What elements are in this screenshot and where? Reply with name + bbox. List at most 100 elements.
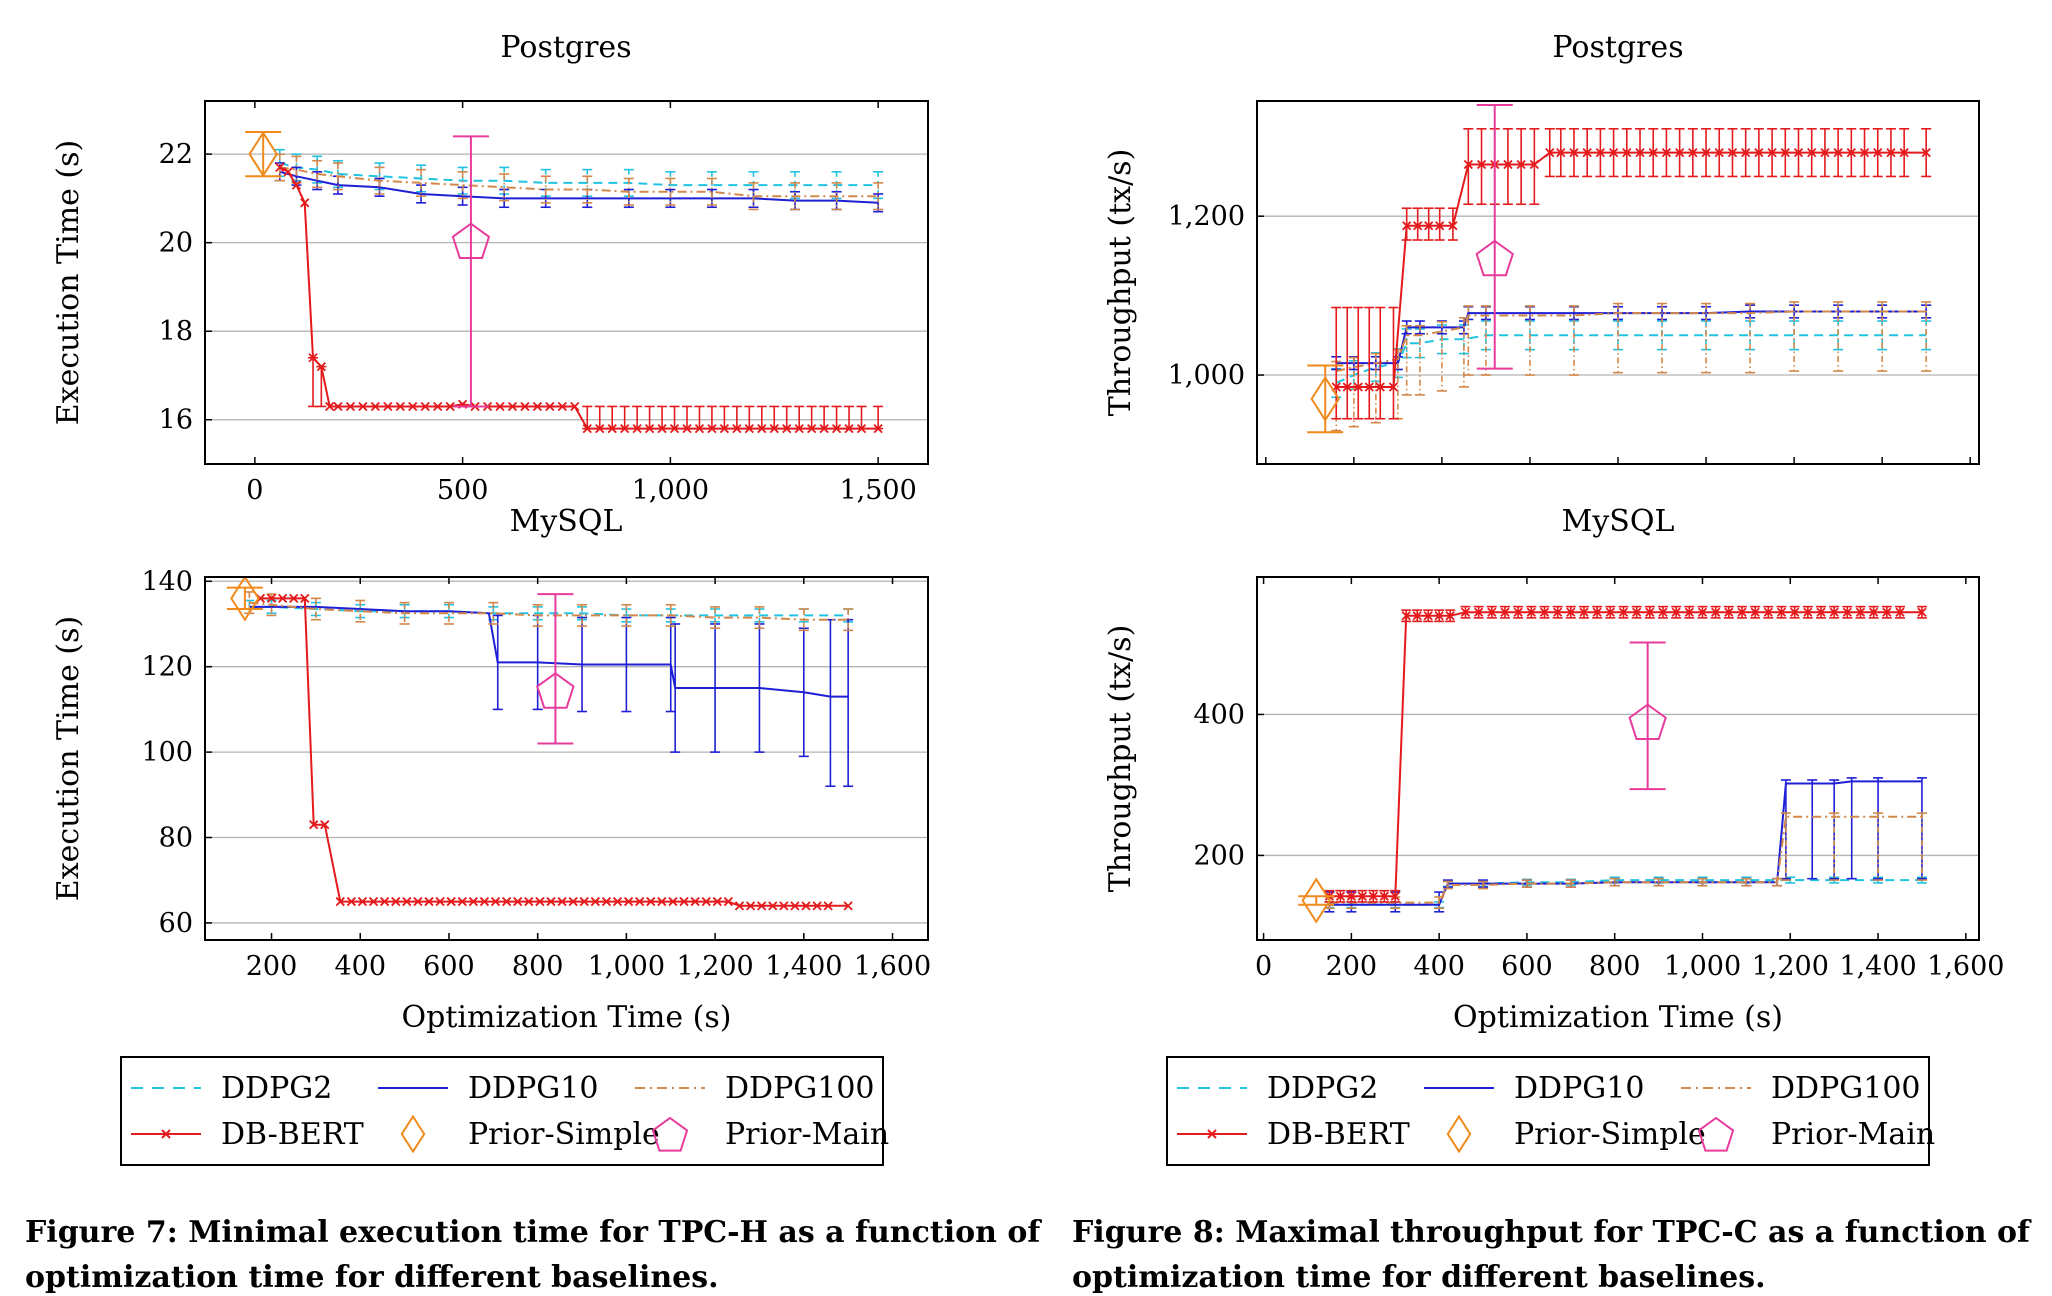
series-prior-main bbox=[536, 593, 575, 745]
legend-frame bbox=[1166, 1056, 1930, 1166]
pentagon-marker bbox=[536, 672, 575, 709]
data-point bbox=[357, 896, 368, 907]
series-line bbox=[279, 162, 879, 187]
legend-label: Prior-Simple bbox=[1514, 1117, 1706, 1152]
data-point bbox=[1592, 607, 1602, 617]
pentagon-marker bbox=[451, 222, 491, 259]
data-point bbox=[1724, 607, 1734, 617]
data-point bbox=[1448, 221, 1458, 231]
data-point bbox=[1921, 147, 1931, 158]
data-point bbox=[1767, 147, 1777, 158]
series-line bbox=[1329, 780, 1922, 906]
series-prior-main bbox=[451, 135, 491, 408]
figure7-caption-line2: optimization time for different baseline… bbox=[25, 1260, 719, 1295]
data-point bbox=[545, 401, 555, 412]
data-point bbox=[1526, 607, 1536, 617]
data-point bbox=[794, 423, 804, 434]
data-point bbox=[1776, 607, 1787, 617]
data-point bbox=[1539, 607, 1550, 617]
data-point bbox=[757, 423, 767, 434]
data-point bbox=[1882, 607, 1892, 617]
data-point bbox=[1474, 607, 1484, 617]
y-axis-label: Execution Time (s) bbox=[51, 140, 86, 425]
data-point bbox=[532, 401, 543, 412]
y-tick-label: 120 bbox=[141, 652, 193, 683]
data-point bbox=[1807, 147, 1817, 158]
x-tick-label: 500 bbox=[437, 475, 489, 506]
y-tick-label: 20 bbox=[159, 228, 193, 259]
plot-frame bbox=[1256, 576, 1980, 941]
legend-label: DB-BERT bbox=[1267, 1117, 1410, 1152]
plots-layer: Postgres 16 18 20 22 0 500 1,000 1,500 Execution … bbox=[51, 30, 2004, 1035]
data-point bbox=[1500, 607, 1510, 617]
plot-frame bbox=[204, 576, 929, 941]
series-db-bert bbox=[275, 162, 884, 434]
data-point bbox=[1855, 607, 1866, 617]
series-prior-main bbox=[1475, 103, 1514, 370]
data-point bbox=[1401, 611, 1411, 621]
data-point bbox=[535, 896, 545, 907]
legend-item-ddpg2: DDPG2 bbox=[1177, 1071, 1378, 1106]
data-point bbox=[1618, 607, 1629, 617]
data-point bbox=[1737, 607, 1747, 617]
data-point bbox=[1750, 607, 1760, 617]
x-axis-label: Optimization Time (s) bbox=[402, 1000, 732, 1035]
data-point bbox=[435, 896, 445, 907]
data-point bbox=[1445, 611, 1455, 621]
data-point bbox=[424, 896, 434, 907]
data-point bbox=[1434, 611, 1444, 621]
data-point bbox=[1780, 147, 1790, 158]
y-tick-label: 22 bbox=[159, 139, 193, 170]
legend-items: DDPG2 DDPG10 DDPG100 DB-BERT Prior-Simple Pri… bbox=[1177, 1071, 1935, 1154]
legend-items: DDPG2 DDPG10 DDPG100 DB-BERT Prior-Simple Pri… bbox=[131, 1071, 889, 1154]
data-point bbox=[490, 896, 501, 907]
data-point bbox=[1645, 607, 1655, 617]
data-point bbox=[1346, 891, 1356, 901]
data-point bbox=[1697, 607, 1708, 617]
data-point bbox=[300, 593, 310, 603]
data-point bbox=[1741, 147, 1751, 158]
y-tick-label: 400 bbox=[1193, 699, 1245, 730]
data-point bbox=[1671, 607, 1681, 617]
pentagon-marker bbox=[1475, 239, 1514, 277]
data-point bbox=[657, 896, 667, 907]
y-tick-label: 1,200 bbox=[1168, 201, 1245, 232]
legend-diamond bbox=[1446, 1114, 1472, 1154]
pentagon-marker bbox=[1628, 703, 1667, 740]
data-point bbox=[601, 896, 612, 907]
chart-title: Postgres bbox=[500, 30, 631, 65]
legend-label: DDPG100 bbox=[725, 1071, 875, 1106]
data-point bbox=[479, 896, 490, 907]
plot-area bbox=[1298, 605, 1927, 924]
plot-frame bbox=[204, 100, 929, 465]
data-point bbox=[632, 423, 642, 434]
data-point bbox=[1754, 147, 1764, 158]
data-point bbox=[1435, 221, 1445, 231]
data-point bbox=[1402, 221, 1412, 231]
series-prior-simple bbox=[226, 577, 263, 622]
chart-tpcc-postgres: Postgres 1,000 1,200 Throughput (tx/s) bbox=[1103, 30, 1980, 465]
data-point bbox=[289, 593, 299, 603]
legend-item-prior-simple: Prior-Simple bbox=[400, 1114, 660, 1154]
data-point bbox=[420, 401, 430, 412]
data-point bbox=[1714, 147, 1724, 158]
data-point bbox=[843, 901, 853, 911]
legend-item-ddpg10: DDPG10 bbox=[378, 1071, 598, 1106]
data-point bbox=[266, 593, 277, 603]
series-prior-simple bbox=[245, 130, 282, 178]
data-point bbox=[1632, 607, 1642, 617]
data-point bbox=[669, 423, 680, 434]
legend-item-ddpg10: DDPG10 bbox=[1424, 1071, 1644, 1106]
data-point bbox=[769, 423, 779, 434]
data-point bbox=[1763, 607, 1773, 617]
series-prior-simple bbox=[1307, 364, 1344, 434]
data-point bbox=[1423, 611, 1433, 621]
data-point bbox=[1516, 159, 1526, 170]
data-point bbox=[1803, 607, 1813, 617]
x-tick-label: 1,500 bbox=[839, 475, 916, 506]
chart-title: MySQL bbox=[510, 504, 623, 539]
data-point bbox=[333, 401, 343, 412]
data-point bbox=[1895, 607, 1905, 617]
chart-tpcc-mysql: MySQL 200 400 0 200 400 600 800 1,000 1,200 1,400 1… bbox=[1103, 504, 2004, 1035]
data-point bbox=[546, 896, 556, 907]
